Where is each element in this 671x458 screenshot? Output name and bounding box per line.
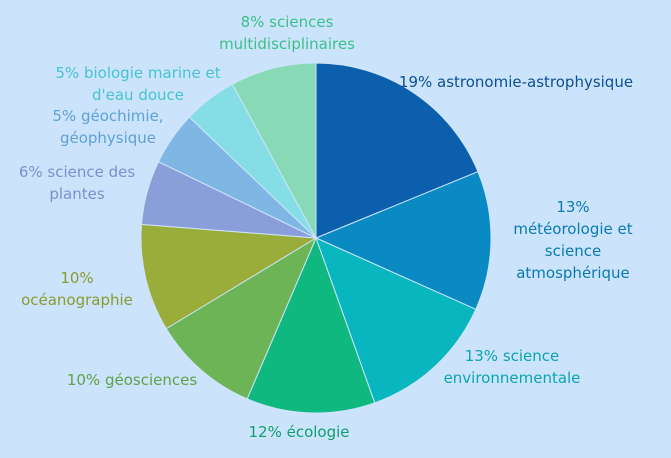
slice-label-geochimie: 5% géochimie, géophysique — [52, 107, 163, 147]
pie-slice-meteorologie — [314, 171, 492, 311]
slice-label-astronomie: 19% astronomie-astrophysique — [399, 73, 633, 91]
pie-slice-ecologie — [246, 236, 376, 414]
pie-slice-oceanographie — [140, 223, 318, 330]
slice-label-geosciences: 10% géosciences — [67, 371, 197, 389]
pie-slice-environnement — [315, 237, 477, 404]
pie-slice-geosciences — [165, 236, 318, 400]
pie-slices — [140, 62, 492, 414]
slice-label-plantes: 6% science des plantes — [19, 163, 136, 203]
slice-label-oceanographie: 10% océanographie — [21, 269, 133, 309]
slice-labels: 19% astronomie-astrophysique 13% météorol… — [19, 13, 633, 441]
slice-label-ecologie: 12% écologie — [248, 423, 349, 441]
slice-label-biologie-marine: 5% biologie marine et d'eau douce — [55, 64, 220, 104]
slice-label-multidisciplinaires: 8% sciences multidisciplinaires — [219, 13, 355, 53]
slice-label-environnement: 13% science environnementale — [444, 347, 581, 387]
slice-label-meteorologie: 13% météorologie et science atmosphérique — [513, 198, 632, 282]
pie-slice-multidisciplinaires — [231, 62, 317, 239]
pie-slice-astronomie — [315, 62, 479, 239]
